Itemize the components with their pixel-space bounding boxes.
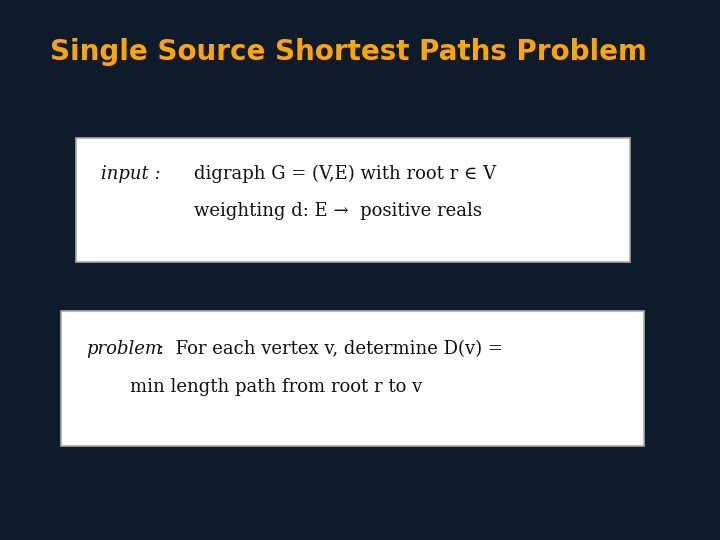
Text: Single Source Shortest Paths Problem: Single Source Shortest Paths Problem [50, 38, 647, 66]
Text: digraph G = (V,E) with root r ∈ V: digraph G = (V,E) with root r ∈ V [194, 165, 497, 183]
FancyBboxPatch shape [76, 138, 630, 262]
Text: min length path from root r to v: min length path from root r to v [130, 378, 422, 396]
Text: input :: input : [101, 165, 161, 183]
Text: problem: problem [86, 340, 163, 358]
FancyBboxPatch shape [61, 310, 644, 446]
Text: :  For each vertex v, determine D(v) =: : For each vertex v, determine D(v) = [158, 340, 503, 358]
Text: weighting d: E →  positive reals: weighting d: E → positive reals [194, 202, 482, 220]
